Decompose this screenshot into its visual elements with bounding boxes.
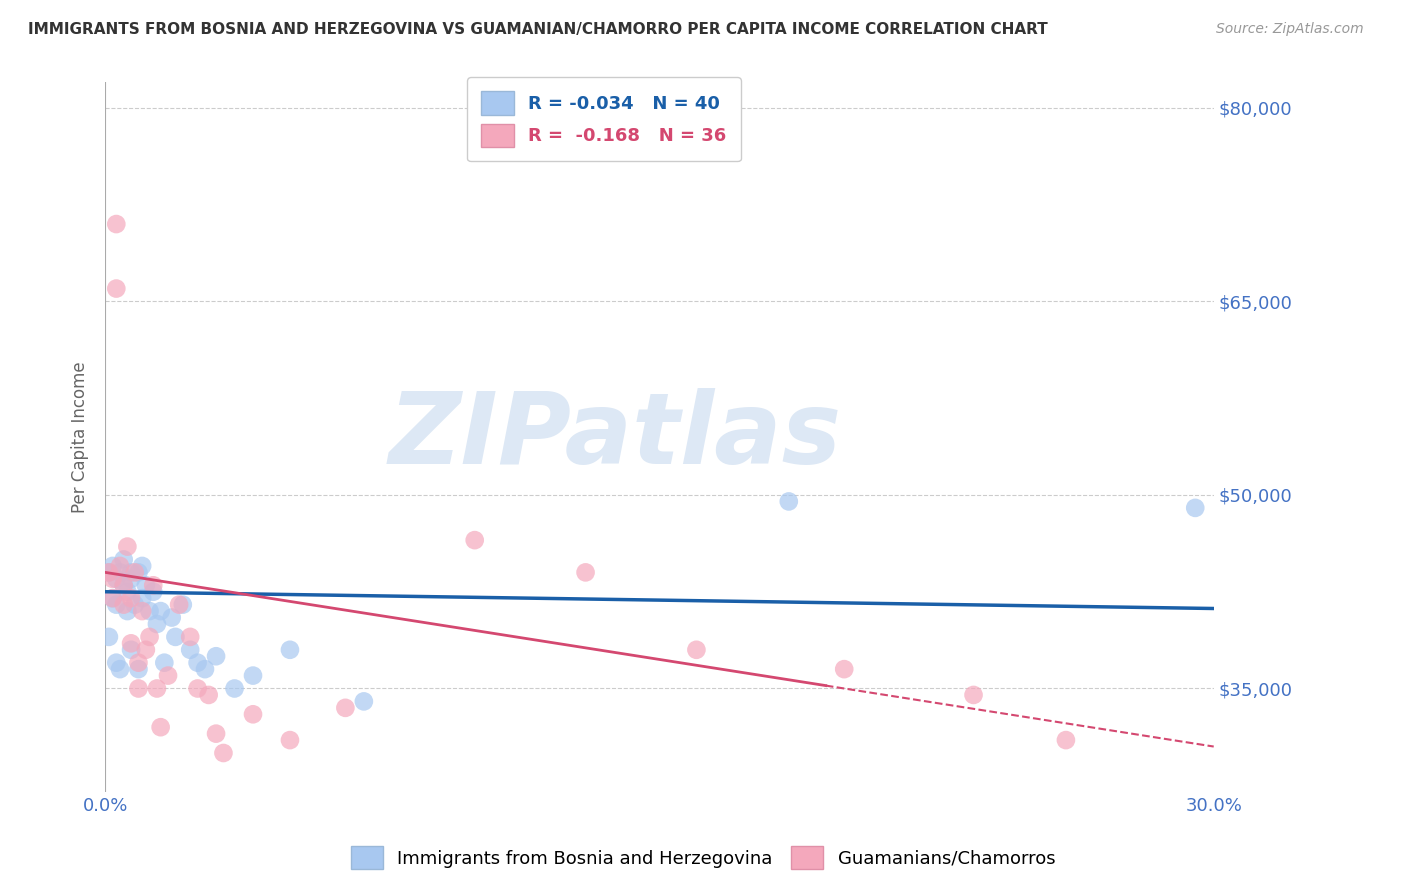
Y-axis label: Per Capita Income: Per Capita Income — [72, 361, 89, 513]
Point — [172, 598, 194, 612]
Point — [335, 701, 357, 715]
Point — [179, 642, 201, 657]
Point — [353, 694, 375, 708]
Point — [157, 668, 180, 682]
Point — [187, 681, 209, 696]
Point — [108, 566, 131, 580]
Point — [167, 598, 190, 612]
Point — [1184, 500, 1206, 515]
Point — [1054, 733, 1077, 747]
Point — [212, 746, 235, 760]
Point — [131, 558, 153, 573]
Point — [117, 540, 139, 554]
Point — [962, 688, 984, 702]
Point — [197, 688, 219, 702]
Point — [149, 720, 172, 734]
Point — [224, 681, 246, 696]
Point — [142, 584, 165, 599]
Point — [278, 642, 301, 657]
Point — [146, 617, 169, 632]
Point — [120, 566, 142, 580]
Point — [135, 578, 157, 592]
Point — [194, 662, 217, 676]
Point — [127, 566, 149, 580]
Point — [205, 726, 228, 740]
Point — [105, 598, 128, 612]
Point — [101, 558, 124, 573]
Point — [124, 566, 146, 580]
Point — [120, 572, 142, 586]
Point — [131, 604, 153, 618]
Point — [149, 604, 172, 618]
Point — [112, 598, 135, 612]
Point — [146, 681, 169, 696]
Point — [117, 584, 139, 599]
Point — [127, 662, 149, 676]
Point — [138, 604, 160, 618]
Point — [778, 494, 800, 508]
Text: Source: ZipAtlas.com: Source: ZipAtlas.com — [1216, 22, 1364, 37]
Point — [97, 630, 120, 644]
Point — [574, 566, 596, 580]
Point — [120, 642, 142, 657]
Point — [138, 630, 160, 644]
Point — [127, 656, 149, 670]
Point — [101, 572, 124, 586]
Point — [205, 649, 228, 664]
Legend: Immigrants from Bosnia and Herzegovina, Guamanians/Chamorros: Immigrants from Bosnia and Herzegovina, … — [342, 838, 1064, 879]
Point — [278, 733, 301, 747]
Point — [127, 681, 149, 696]
Point — [124, 598, 146, 612]
Point — [120, 636, 142, 650]
Point — [97, 566, 120, 580]
Point — [160, 610, 183, 624]
Point — [117, 604, 139, 618]
Point — [165, 630, 187, 644]
Point — [242, 668, 264, 682]
Point — [105, 572, 128, 586]
Point — [135, 642, 157, 657]
Point — [101, 591, 124, 606]
Text: ZIPatlas: ZIPatlas — [388, 388, 842, 485]
Point — [112, 578, 135, 592]
Text: IMMIGRANTS FROM BOSNIA AND HERZEGOVINA VS GUAMANIAN/CHAMORRO PER CAPITA INCOME C: IMMIGRANTS FROM BOSNIA AND HERZEGOVINA V… — [28, 22, 1047, 37]
Point — [120, 591, 142, 606]
Point — [131, 591, 153, 606]
Point — [832, 662, 855, 676]
Point — [179, 630, 201, 644]
Point — [108, 662, 131, 676]
Point — [105, 217, 128, 231]
Legend: R = -0.034   N = 40, R =  -0.168   N = 36: R = -0.034 N = 40, R = -0.168 N = 36 — [467, 77, 741, 161]
Point — [153, 656, 176, 670]
Point — [112, 578, 135, 592]
Point — [108, 558, 131, 573]
Point — [685, 642, 707, 657]
Point — [101, 591, 124, 606]
Point — [142, 578, 165, 592]
Point — [187, 656, 209, 670]
Point — [105, 656, 128, 670]
Point — [105, 282, 128, 296]
Point — [464, 533, 486, 548]
Point — [112, 552, 135, 566]
Point — [242, 707, 264, 722]
Point — [97, 566, 120, 580]
